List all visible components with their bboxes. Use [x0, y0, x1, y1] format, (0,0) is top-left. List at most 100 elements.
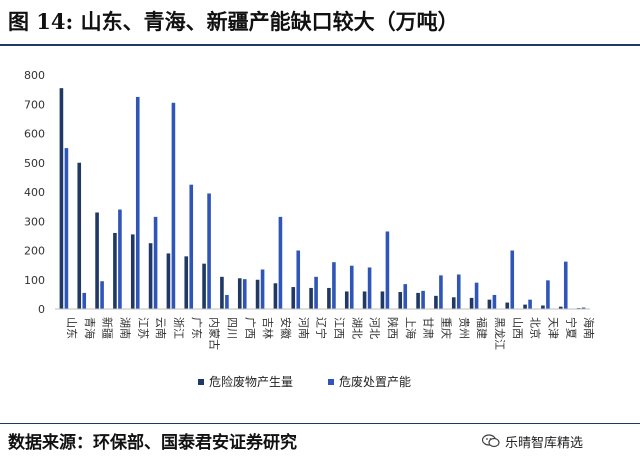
x-tick-label: 江西 — [332, 317, 345, 339]
y-tick-label: 700 — [24, 98, 45, 111]
x-tick-label: 贵州 — [457, 317, 470, 339]
x-tick-label: 广西 — [243, 317, 256, 339]
x-tick-label: 新疆 — [101, 317, 115, 339]
x-tick-label: 四川 — [225, 317, 238, 339]
bar-capacity-22 — [456, 274, 461, 309]
bar-produced-3 — [113, 232, 117, 309]
y-tick-label: 300 — [24, 215, 45, 228]
wechat-icon — [482, 434, 500, 448]
x-tick-label: 河南 — [297, 317, 310, 339]
watermark-text: 乐晴智库精选 — [505, 435, 584, 451]
legend-swatch-0 — [198, 379, 204, 385]
legend: 危险废物产生量 危废处置产能 — [198, 374, 411, 389]
figure-title: 图 14: 山东、青海、新疆产能缺口较大（万吨） — [8, 9, 459, 34]
x-tick-label: 湖南 — [118, 317, 131, 339]
source-divider — [0, 423, 640, 424]
x-tick-label: 青海 — [83, 317, 97, 339]
bar-produced-0 — [59, 88, 64, 309]
x-tick-label: 甘肃 — [422, 317, 435, 339]
x-tick-label: 辽宁 — [315, 317, 329, 339]
y-tick-label: 800 — [24, 69, 45, 82]
y-tick-label: 200 — [24, 245, 45, 258]
title-divider — [0, 44, 640, 46]
bar-chart: 0 100 200 300 400 500 600 700 800 山东 青海 新疆 湖南 江苏 云南 浙江… — [24, 69, 596, 389]
x-tick-label: 陕西 — [386, 317, 400, 339]
bar-produced-1 — [77, 162, 82, 309]
x-tick-label: 宁夏 — [564, 317, 578, 339]
bar-capacity-11 — [260, 269, 265, 309]
bar-produced-25 — [505, 302, 510, 309]
bar-capacity-1 — [82, 292, 87, 309]
bar-produced-10 — [237, 278, 242, 309]
x-tick-label: 重庆 — [439, 317, 453, 339]
x-tick-label: 福建 — [475, 317, 489, 339]
bar-capacity-24 — [492, 294, 497, 309]
bar-produced-12 — [273, 283, 278, 309]
bar-produced-18 — [380, 291, 385, 309]
legend-swatch-1 — [328, 379, 334, 385]
bar-produced-14 — [309, 287, 313, 309]
x-axis: 山东 青海 新疆 湖南 江苏 云南 浙江 广东 内蒙古 四川 广西 吉林 安徽 河南 辽宁 江西 湖北 河北 陕西上… — [55, 308, 596, 350]
bar-capacity-3 — [118, 209, 122, 309]
bar-produced-21 — [434, 295, 438, 309]
bar-capacity-13 — [296, 250, 301, 309]
bar-capacity-10 — [242, 279, 247, 309]
bar-capacity-17 — [367, 267, 372, 309]
y-tick-label: 0 — [38, 303, 45, 316]
y-tick-label: 400 — [24, 186, 45, 199]
bar-capacity-8 — [207, 193, 211, 309]
x-tick-label: 江苏 — [136, 317, 149, 339]
x-tick-label: 黑龙江 — [493, 317, 506, 350]
bar-capacity-19 — [403, 284, 408, 309]
bar-capacity-18 — [385, 231, 390, 309]
bar-produced-28 — [558, 306, 563, 309]
bar-capacity-29 — [581, 307, 586, 309]
x-tick-label: 山东 — [65, 317, 78, 339]
bar-capacity-14 — [314, 276, 318, 309]
y-tick-label: 500 — [24, 157, 45, 170]
bar-capacity-0 — [64, 148, 69, 310]
bar-capacity-21 — [439, 275, 443, 309]
x-tick-label: 上海 — [404, 317, 418, 339]
x-tick-label: 内蒙古 — [208, 317, 222, 350]
legend-label-1: 危废处置产能 — [339, 374, 411, 389]
x-tick-label: 海南 — [582, 317, 596, 339]
x-tick-label: 山西 — [511, 317, 524, 339]
x-tick-label: 云南 — [154, 317, 167, 339]
bar-produced-16 — [344, 291, 349, 309]
bar-capacity-16 — [349, 265, 354, 309]
bar-produced-5 — [148, 243, 153, 309]
bar-capacity-23 — [474, 282, 479, 309]
x-tick-label: 浙江 — [172, 317, 185, 339]
bar-capacity-12 — [278, 216, 283, 309]
bar-produced-19 — [398, 292, 403, 309]
bar-capacity-9 — [225, 294, 229, 309]
bar-produced-17 — [362, 291, 367, 309]
x-tick-label: 湖北 — [350, 317, 363, 339]
bar-produced-20 — [416, 292, 420, 309]
bar-capacity-26 — [528, 299, 532, 309]
bar-capacity-4 — [135, 96, 140, 309]
bar-produced-6 — [166, 253, 171, 309]
bar-produced-7 — [184, 256, 189, 309]
bar-produced-11 — [255, 279, 260, 309]
legend-label-0: 危险废物产生量 — [209, 374, 293, 389]
bar-capacity-20 — [421, 290, 425, 309]
bar-capacity-2 — [100, 281, 104, 309]
x-tick-label: 广东 — [190, 317, 203, 339]
bar-capacity-6 — [171, 102, 176, 309]
bar-series-group — [59, 88, 586, 310]
watermark: 乐晴智库精选 — [482, 430, 583, 452]
bar-produced-15 — [327, 287, 331, 309]
bar-capacity-7 — [189, 184, 194, 309]
bar-capacity-28 — [563, 261, 568, 309]
bar-produced-22 — [451, 297, 456, 309]
bar-capacity-27 — [546, 280, 550, 309]
bar-produced-4 — [130, 234, 135, 309]
bar-produced-24 — [487, 299, 492, 309]
y-axis: 0 100 200 300 400 500 600 700 800 — [24, 69, 45, 316]
y-tick-label: 100 — [24, 274, 45, 287]
source-note: 数据来源：环保部、国泰君安证券研究 — [8, 433, 297, 453]
bar-produced-13 — [291, 287, 296, 309]
bar-produced-8 — [202, 263, 206, 309]
